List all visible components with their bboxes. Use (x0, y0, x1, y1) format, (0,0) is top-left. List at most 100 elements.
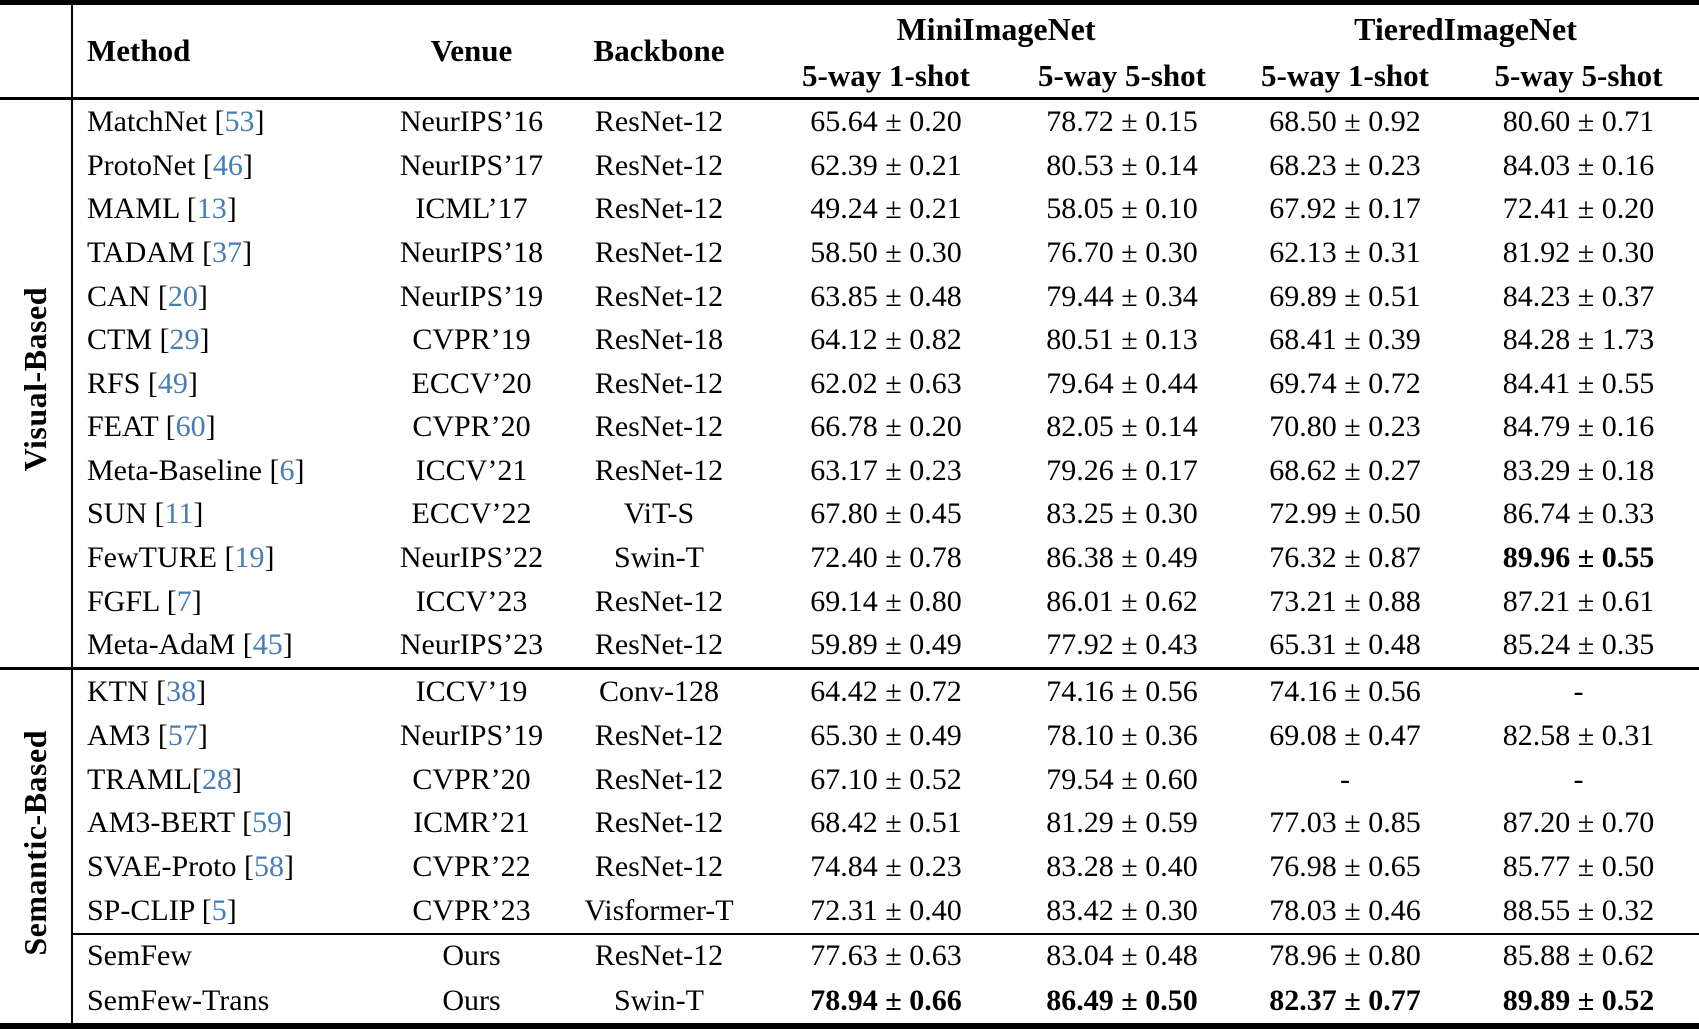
cite-bracket-open: [ (157, 719, 168, 753)
result-cell: 83.42 ± 0.30 (1046, 893, 1198, 927)
method-cell: ProtoNet [46] (72, 144, 385, 188)
citation-link[interactable]: 7 (176, 584, 192, 618)
cite-bracket-open: [ (154, 497, 165, 531)
result-cell: 64.12 ± 0.82 (810, 323, 962, 357)
cite-bracket-close: ] (254, 105, 265, 138)
venue-cell: Ours (442, 983, 501, 1017)
method-cell: MatchNet [53] (72, 99, 385, 145)
backbone-cell: ResNet-12 (558, 932, 760, 979)
result-cell: - (1573, 762, 1584, 796)
result-cell: 85.24 ± 0.35 (1502, 628, 1655, 662)
method-cell: SemFew (72, 932, 385, 979)
citation-link[interactable]: 45 (252, 628, 283, 662)
backbone-cell: ResNet-12 (594, 849, 724, 883)
result-cell: 79.64 ± 0.44 (1046, 366, 1198, 400)
result-cell: 62.02 ± 0.63 (810, 366, 962, 400)
cite-bracket-close: ] (191, 584, 202, 618)
table-row: SP-CLIP [5] CVPR’23 Visformer-T 72.31 ± 0.4… (0, 889, 1699, 934)
method-name: Meta-Baseline (87, 453, 270, 487)
backbone-cell: ResNet-12 (594, 806, 724, 840)
method-cell: FGFL [7] (72, 580, 385, 624)
table-row: SemFew Ours ResNet-12 77.63 ± 0.63 83.04 ± 0… (0, 932, 1699, 979)
citation-link[interactable]: 53 (224, 105, 255, 138)
venue-cell: ICML’17 (415, 192, 528, 226)
cite-bracket-open: [ (166, 584, 177, 618)
method-name: KTN (87, 675, 157, 709)
cite-bracket-open: [ (242, 628, 253, 662)
result-cell: 72.40 ± 0.78 (810, 540, 962, 574)
result-cell: 68.42 ± 0.51 (810, 806, 962, 840)
method-cell: SP-CLIP [5] (72, 889, 385, 934)
citation-link[interactable]: 49 (157, 366, 188, 400)
venue-cell: ECCV’20 (411, 366, 532, 400)
result-cell: 87.20 ± 0.70 (1502, 806, 1655, 840)
method-cell: SUN [11] (72, 493, 385, 537)
result-cell: 89.96 ± 0.55 (1502, 540, 1655, 574)
result-cell: 86.38 ± 0.49 (1046, 540, 1198, 574)
cite-bracket-close: ] (283, 849, 294, 883)
venue-cell: ECCV’22 (411, 497, 532, 531)
citation-link[interactable]: 28 (202, 762, 232, 796)
table-body: Visual-Based MatchNet [53] NeurIPS’16 ResNe… (0, 98, 1699, 1026)
result-cell: 65.64 ± 0.20 (810, 105, 962, 138)
citation-link[interactable]: 38 (166, 675, 197, 709)
method-cell: TRAML[28] (72, 758, 385, 802)
cite-bracket-open: [ (202, 235, 213, 269)
citation-link[interactable]: 57 (167, 719, 198, 753)
citation-link[interactable]: 5 (211, 893, 227, 927)
cite-bracket-open: [ (147, 366, 158, 400)
table-row: CTM [29] CVPR’19 ResNet-18 64.12 ± 0.82 80.5… (0, 318, 1699, 362)
backbone-cell: ResNet-18 (594, 323, 724, 357)
citation-link[interactable]: 20 (167, 279, 198, 313)
result-cell: 87.21 ± 0.61 (1502, 584, 1655, 618)
method-cell: TADAM [37] (72, 231, 385, 275)
result-cell: 65.31 ± 0.48 (1269, 628, 1421, 662)
result-cell: 62.13 ± 0.31 (1269, 235, 1421, 269)
citation-link[interactable]: 29 (169, 323, 200, 357)
result-cell: 80.53 ± 0.14 (1046, 148, 1198, 182)
method-cell: CAN [20] (72, 275, 385, 319)
result-cell: 82.05 ± 0.14 (1046, 410, 1198, 444)
result-cell: 78.94 ± 0.66 (810, 983, 962, 1017)
result-cell: 72.99 ± 0.50 (1269, 497, 1421, 531)
venue-cell: NeurIPS’23 (399, 628, 544, 662)
result-cell: 67.92 ± 0.17 (1269, 192, 1421, 226)
result-cell: 78.10 ± 0.36 (1046, 719, 1198, 753)
backbone-cell: ResNet-12 (594, 453, 724, 487)
table-row: MAML [13] ICML’17 ResNet-12 49.24 ± 0.21 58.… (0, 188, 1699, 232)
citation-link[interactable]: 19 (234, 540, 265, 574)
citation-link[interactable]: 58 (253, 849, 284, 883)
backbone-cell: Conv-128 (558, 667, 760, 715)
citation-link[interactable]: 13 (196, 192, 227, 226)
backbone-cell: Swin-T (614, 983, 704, 1017)
citation-link[interactable]: 11 (164, 497, 194, 531)
col-header-venue: Venue (385, 2, 558, 100)
cite-bracket-close: ] (196, 675, 207, 709)
result-cell: 77.03 ± 0.85 (1269, 806, 1421, 840)
cite-bracket-close: ] (205, 410, 216, 444)
cite-bracket-open: [ (269, 453, 280, 487)
result-cell: 67.80 ± 0.45 (810, 497, 962, 531)
result-cell: 85.88 ± 0.62 (1458, 932, 1699, 979)
table-row: Semantic-Based KTN [38] ICCV’19 Conv-128 64.… (0, 667, 1699, 1026)
venue-cell: ICCV’23 (415, 584, 528, 618)
result-cell: 67.10 ± 0.52 (810, 762, 962, 796)
backbone-cell: ResNet-12 (594, 584, 724, 618)
citation-link[interactable]: 60 (175, 410, 206, 444)
backbone-cell: ResNet-12 (594, 192, 724, 226)
venue-cell: CVPR’20 (412, 410, 531, 444)
result-cell: 83.25 ± 0.30 (1046, 497, 1198, 531)
citation-link[interactable]: 6 (279, 453, 295, 487)
cite-bracket-close: ] (197, 279, 208, 313)
citation-link[interactable]: 59 (252, 806, 283, 840)
table-row: TADAM [37] NeurIPS’18 ResNet-12 58.50 ± 0.3… (0, 231, 1699, 275)
result-cell: 79.44 ± 0.34 (1046, 279, 1198, 313)
table-row: AM3 [57] NeurIPS’19 ResNet-12 65.30 ± 0.49 7… (0, 714, 1699, 758)
table-row: CAN [20] NeurIPS’19 ResNet-12 63.85 ± 0.48 7… (0, 275, 1699, 319)
result-cell: 64.42 ± 0.72 (760, 667, 1012, 715)
citation-link[interactable]: 46 (212, 148, 243, 182)
citation-link[interactable]: 37 (212, 235, 243, 269)
result-cell: 72.31 ± 0.40 (810, 893, 962, 927)
